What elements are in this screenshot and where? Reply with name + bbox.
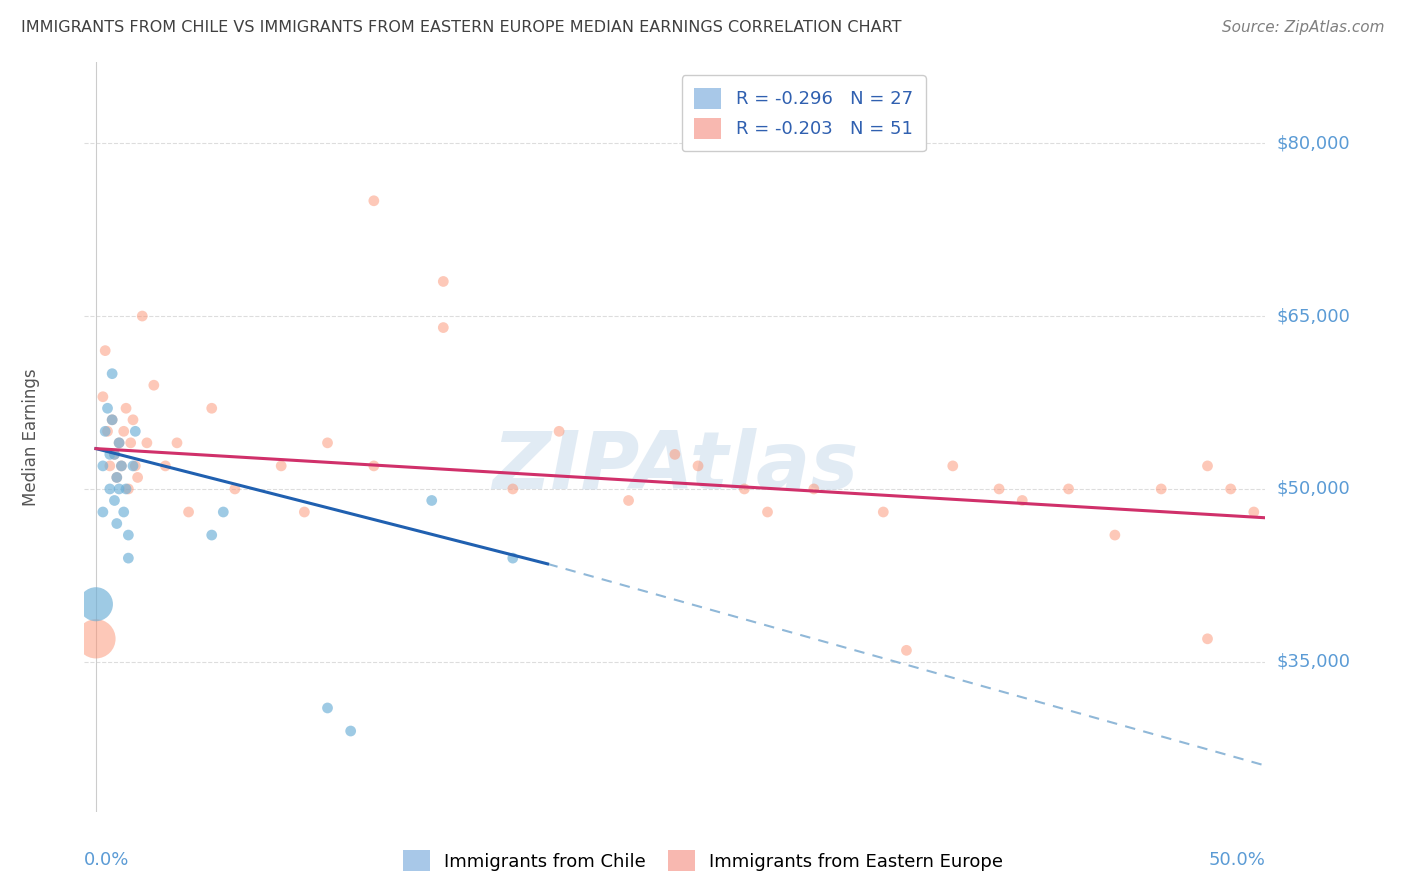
Point — [177, 505, 200, 519]
Point — [166, 435, 188, 450]
Point — [1243, 505, 1265, 519]
Point — [733, 482, 755, 496]
Point — [117, 482, 139, 496]
Point — [115, 482, 138, 496]
Point — [142, 378, 165, 392]
Text: Median Earnings: Median Earnings — [22, 368, 41, 506]
Point — [103, 447, 125, 461]
Point — [101, 367, 124, 381]
Point — [270, 458, 292, 473]
Text: 50.0%: 50.0% — [1209, 851, 1265, 869]
Point — [502, 482, 524, 496]
Point — [1057, 482, 1080, 496]
Point — [292, 505, 315, 519]
Point — [124, 458, 146, 473]
Point — [1197, 632, 1219, 646]
Point — [1219, 482, 1241, 496]
Point — [432, 320, 454, 334]
Point — [363, 194, 385, 208]
Point — [110, 458, 132, 473]
Point — [224, 482, 246, 496]
Point — [1011, 493, 1033, 508]
Legend: R = -0.296   N = 27, R = -0.203   N = 51: R = -0.296 N = 27, R = -0.203 N = 51 — [682, 75, 925, 152]
Point — [316, 435, 339, 450]
Text: $65,000: $65,000 — [1277, 307, 1350, 325]
Point — [101, 413, 124, 427]
Point — [803, 482, 825, 496]
Point — [756, 505, 779, 519]
Point — [108, 435, 131, 450]
Point — [117, 551, 139, 566]
Text: Source: ZipAtlas.com: Source: ZipAtlas.com — [1222, 20, 1385, 35]
Point — [1197, 458, 1219, 473]
Point — [131, 309, 153, 323]
Point — [98, 482, 121, 496]
Point — [98, 458, 121, 473]
Point — [91, 505, 114, 519]
Point — [108, 435, 131, 450]
Point — [84, 632, 107, 646]
Point — [316, 701, 339, 715]
Point — [110, 458, 132, 473]
Point — [363, 458, 385, 473]
Point — [1104, 528, 1126, 542]
Point — [96, 425, 118, 439]
Point — [94, 425, 117, 439]
Point — [122, 413, 145, 427]
Text: $50,000: $50,000 — [1277, 480, 1350, 498]
Point — [94, 343, 117, 358]
Point — [201, 401, 224, 416]
Point — [155, 458, 177, 473]
Point — [1150, 482, 1173, 496]
Point — [115, 401, 138, 416]
Text: ZIPAtlas: ZIPAtlas — [492, 428, 858, 506]
Point — [105, 470, 128, 484]
Point — [84, 597, 107, 611]
Point — [96, 401, 118, 416]
Point — [120, 435, 142, 450]
Point — [201, 528, 224, 542]
Text: $35,000: $35,000 — [1277, 653, 1351, 671]
Point — [135, 435, 157, 450]
Point — [212, 505, 235, 519]
Point — [103, 493, 125, 508]
Text: IMMIGRANTS FROM CHILE VS IMMIGRANTS FROM EASTERN EUROPE MEDIAN EARNINGS CORRELAT: IMMIGRANTS FROM CHILE VS IMMIGRANTS FROM… — [21, 20, 901, 35]
Point — [112, 425, 135, 439]
Point — [105, 516, 128, 531]
Point — [502, 551, 524, 566]
Point — [117, 528, 139, 542]
Legend: Immigrants from Chile, Immigrants from Eastern Europe: Immigrants from Chile, Immigrants from E… — [395, 843, 1011, 879]
Point — [112, 505, 135, 519]
Point — [872, 505, 894, 519]
Text: $80,000: $80,000 — [1277, 134, 1350, 153]
Point — [122, 458, 145, 473]
Point — [617, 493, 640, 508]
Point — [101, 413, 124, 427]
Point — [91, 390, 114, 404]
Point — [108, 482, 131, 496]
Point — [942, 458, 965, 473]
Point — [988, 482, 1011, 496]
Point — [432, 275, 454, 289]
Point — [105, 470, 128, 484]
Point — [420, 493, 443, 508]
Point — [686, 458, 709, 473]
Point — [548, 425, 571, 439]
Point — [103, 447, 125, 461]
Text: 0.0%: 0.0% — [84, 851, 129, 869]
Point — [98, 447, 121, 461]
Point — [91, 458, 114, 473]
Point — [127, 470, 149, 484]
Point — [896, 643, 918, 657]
Point — [339, 724, 361, 739]
Point — [664, 447, 686, 461]
Point — [124, 425, 146, 439]
